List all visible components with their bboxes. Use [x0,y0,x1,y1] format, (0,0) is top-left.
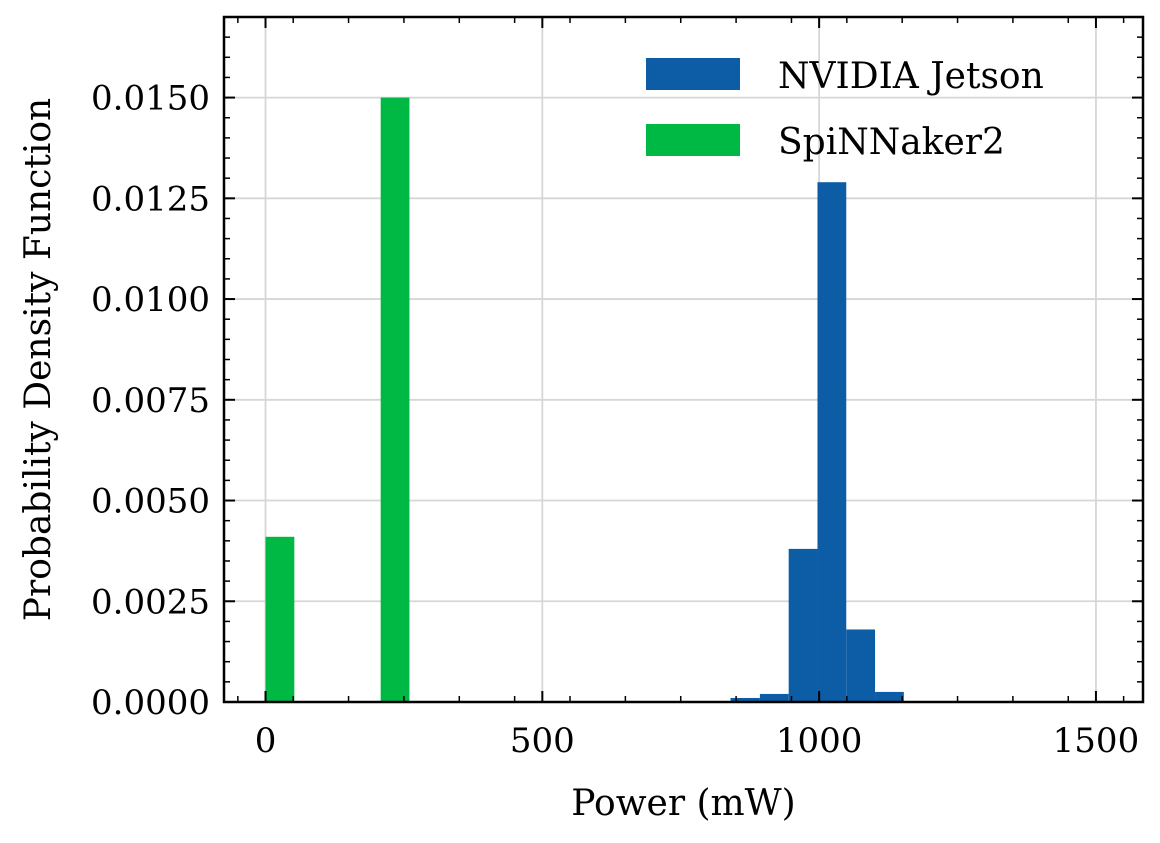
y-tick-labels: 0.0000 0.0025 0.0050 0.0075 0.0100 0.0125 0.01… [91,79,210,723]
bar-nvidia-jetson-3 [817,182,847,703]
bar-nvidia-jetson-2 [788,548,818,702]
bar-nvidia-jetson-1 [759,693,789,702]
y-tick-label-0: 0.0000 [91,683,210,723]
bar-nvidia-jetson-5 [875,691,904,702]
y-tick-label-5: 0.0125 [91,179,210,219]
y-tick-label-1: 0.0025 [91,582,210,622]
legend-label-spinnaker2: SpiNNaker2 [778,122,1005,163]
x-tick-labels: 0 500 1000 1500 [255,721,1140,761]
x-axis-label: Power (mW) [571,783,795,824]
y-tick-label-4: 0.0100 [91,280,210,320]
y-tick-label-2: 0.0050 [91,482,210,522]
x-tick-label-2: 1000 [776,721,863,761]
bar-spinnaker2-1 [380,97,410,702]
legend: NVIDIA Jetson SpiNNaker2 [646,56,1044,163]
bar-spinnaker2-0 [265,536,295,702]
y-axis-label: Probability Density Function [18,98,59,621]
legend-swatch-nvidia-jetson [646,58,740,90]
y-tick-label-3: 0.0075 [91,381,210,421]
bar-nvidia-jetson-4 [846,629,876,702]
x-tick-label-3: 1500 [1053,721,1140,761]
y-tick-label-6: 0.0150 [91,79,210,119]
legend-label-nvidia-jetson: NVIDIA Jetson [778,56,1044,97]
x-tick-label-1: 500 [510,721,575,761]
bar-nvidia-jetson-0 [730,697,760,702]
histogram-bars [265,97,904,703]
legend-swatch-spinnaker2 [646,124,740,156]
x-tick-label-0: 0 [255,721,277,761]
plot-frame [222,15,1145,704]
